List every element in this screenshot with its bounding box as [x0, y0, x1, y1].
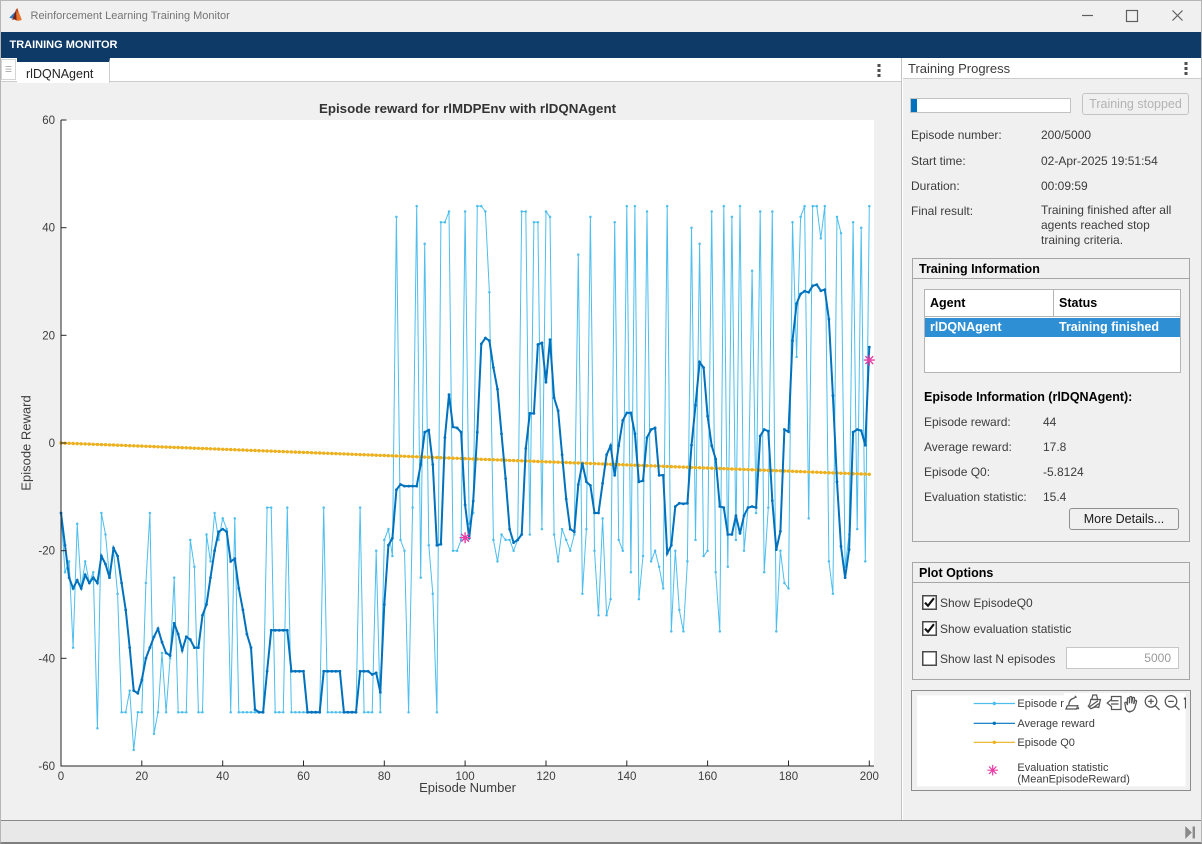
svg-text:80: 80 [378, 771, 391, 783]
svg-text:Evaluation statistic: Evaluation statistic [1017, 762, 1109, 774]
svg-text:Episode Number: Episode Number [419, 780, 516, 795]
svg-text:160: 160 [698, 771, 717, 783]
svg-text:200: 200 [860, 771, 879, 783]
svg-text:120: 120 [536, 771, 555, 783]
svg-text:100: 100 [456, 771, 475, 783]
svg-text:20: 20 [135, 771, 148, 783]
svg-text:180: 180 [779, 771, 798, 783]
svg-text:140: 140 [617, 771, 636, 783]
svg-text:Episode Reward: Episode Reward [19, 395, 34, 490]
svg-text:-60: -60 [38, 761, 55, 773]
svg-text:Episode Q0: Episode Q0 [1017, 737, 1074, 749]
svg-text:-40: -40 [38, 653, 55, 665]
svg-text:-20: -20 [38, 546, 55, 558]
svg-text:60: 60 [42, 115, 55, 127]
svg-text:20: 20 [42, 330, 55, 342]
svg-text:40: 40 [216, 771, 229, 783]
svg-text:Episode reward for rlMDPEnv wi: Episode reward for rlMDPEnv with rlDQNAg… [319, 101, 617, 116]
svg-text:40: 40 [42, 223, 55, 235]
svg-text:0: 0 [49, 438, 55, 450]
svg-text:Average reward: Average reward [1017, 718, 1094, 730]
svg-text:(MeanEpisodeReward): (MeanEpisodeReward) [1017, 773, 1130, 785]
svg-text:0: 0 [58, 771, 64, 783]
svg-text:60: 60 [297, 771, 310, 783]
